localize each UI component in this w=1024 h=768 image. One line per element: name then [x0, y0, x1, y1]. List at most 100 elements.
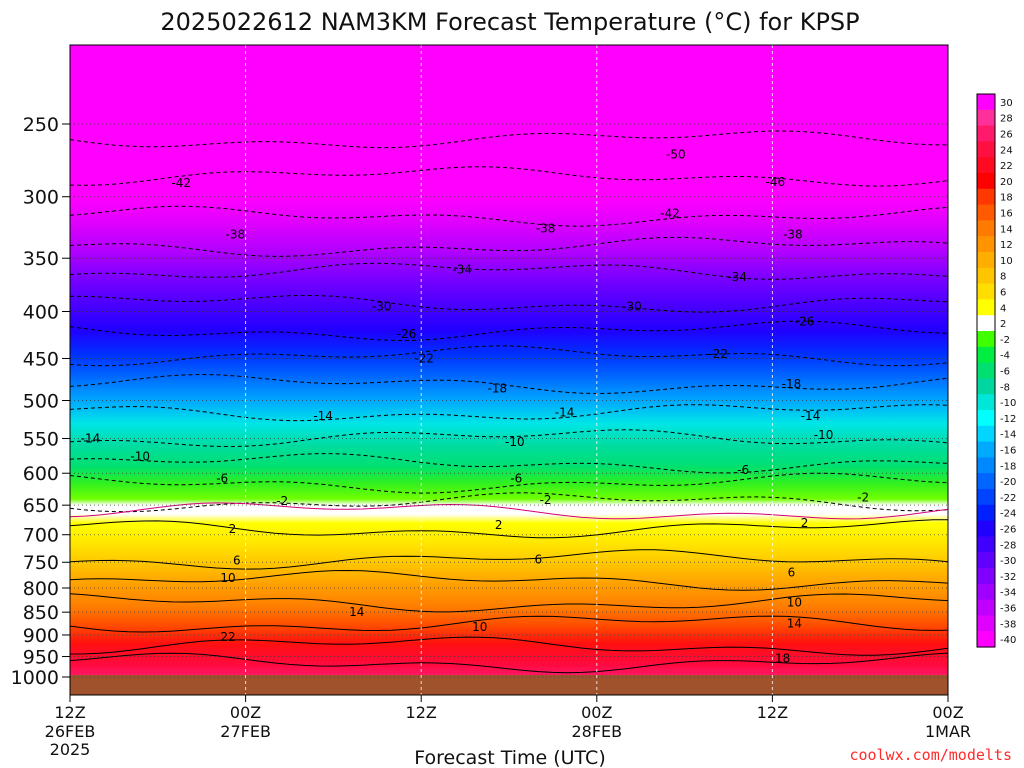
colorbar: 30 28 26 24 22 20 18 16 14 12 10 8 6 4 2 -2 -4 -6 -8 -10 -12…: [976, 93, 1016, 648]
x-tick-label: 12Z: [54, 703, 85, 722]
y-tick-label: 250: [23, 114, 59, 136]
contour-label-text: -10: [814, 428, 834, 442]
colorbar-swatch: [977, 331, 995, 348]
y-tick-label: 950: [23, 647, 59, 669]
contour-label-text: -14: [313, 409, 333, 423]
y-tick-label: 500: [23, 391, 59, 413]
contour-label: -22: [708, 347, 728, 361]
contour-label-text: -14: [555, 405, 575, 419]
contour-label-text: -34: [727, 270, 747, 284]
colorbar-swatch: [977, 173, 995, 190]
colorbar-label: -18: [1000, 461, 1016, 472]
isotherm-line: [70, 549, 948, 570]
y-tick-label: 800: [23, 578, 59, 600]
x-tick-label: 27FEB: [220, 722, 271, 741]
contour-label-text: 18: [775, 652, 790, 666]
isotherm-line: [70, 502, 948, 520]
y-tick-label: 1000: [11, 667, 59, 689]
colorbar-label: 30: [1000, 98, 1013, 109]
colorbar-swatch: [977, 204, 995, 221]
colorbar-swatch: [977, 157, 995, 174]
contour-label: -18: [782, 377, 802, 391]
colorbar-swatch: [977, 220, 995, 237]
colorbar-label: -36: [1000, 604, 1016, 615]
contour-label-text: -14: [81, 432, 101, 446]
colorbar-label: 22: [1000, 161, 1013, 172]
contour-labels: -50-46-42-42-38 -38 -38-34-34-30 -30-26-26-…: [81, 148, 869, 666]
contour-label: 22: [220, 630, 235, 644]
colorbar-swatch: [977, 252, 995, 269]
x-tick-label: 26FEB: [45, 722, 96, 741]
colorbar-swatch: [977, 236, 995, 253]
contour-label-text: 2: [229, 522, 237, 536]
contour-label-text: -30: [622, 299, 642, 313]
credit-text: coolwx.com/modelts: [849, 746, 1012, 764]
contour-label-text: -30: [372, 299, 392, 313]
colorbar-swatch: [977, 441, 995, 458]
colorbar-swatch: [977, 457, 995, 474]
colorbar-label: -4: [1000, 351, 1010, 362]
colorbar-swatch: [977, 267, 995, 285]
contour-label-text: -14: [801, 409, 821, 423]
contour-label: -18: [487, 381, 507, 395]
contour-label: -14: [555, 405, 575, 419]
contour-label-text: -50: [666, 148, 686, 162]
colorbar-swatch: [977, 568, 995, 585]
contour-label: 2: [229, 522, 237, 536]
colorbar-label: 12: [1000, 240, 1013, 251]
contour-label: 10: [472, 620, 487, 634]
colorbar-label: 4: [1000, 303, 1006, 314]
colorbar-frame: [976, 93, 996, 648]
contour-label-text: 22: [220, 630, 235, 644]
y-tick-label: 750: [23, 552, 59, 574]
temperature-bands: [70, 45, 948, 675]
contour-label: -26: [397, 327, 417, 341]
contour-label-text: -26: [397, 327, 417, 341]
colorbar-label: -12: [1000, 414, 1016, 425]
colorbar-label: -30: [1000, 556, 1016, 567]
colorbar-label: -26: [1000, 525, 1016, 536]
x-tick-label: 12Z: [406, 703, 437, 722]
contour-label: 6: [534, 553, 542, 567]
colorbar-swatch: [977, 536, 995, 553]
colorbar-label: -24: [1000, 509, 1016, 520]
y-tick-label: 600: [23, 463, 59, 485]
contour-label-text: -22: [414, 351, 434, 365]
contour-label: 6: [788, 566, 796, 580]
colorbar-swatch: [977, 109, 995, 127]
colorbar-label: -38: [1000, 619, 1016, 630]
contour-label-text: -2: [276, 494, 288, 508]
contour-label: -2: [857, 491, 869, 505]
contour-label: -46: [766, 175, 786, 189]
contour-label-text: 10: [787, 596, 802, 610]
colorbar-swatch: [977, 315, 995, 332]
colorbar-label: -34: [1000, 588, 1016, 599]
contour-label: 18: [775, 652, 790, 666]
colorbar-label: -22: [1000, 493, 1016, 504]
contour-label-text: 14: [787, 617, 802, 631]
contour-label-text: -38: [536, 222, 556, 236]
contour-label: -14: [313, 409, 333, 423]
colorbar-swatch: [977, 299, 995, 316]
contour-label-text: 6: [534, 553, 542, 567]
y-tick-label: 450: [23, 348, 59, 370]
contour-label-text: -2: [857, 491, 869, 505]
contour-label: -14: [81, 432, 101, 446]
colorbar-label: 10: [1000, 256, 1013, 267]
isotherm-line: [70, 652, 948, 674]
chart-title: 2025022612 NAM3KM Forecast Temperature (…: [160, 8, 859, 36]
y-tick-label: 350: [23, 248, 59, 270]
colorbar-label: -14: [1000, 430, 1016, 441]
contour-label: -2: [540, 493, 552, 507]
contour-label: -22: [414, 351, 434, 365]
ground-layer: [70, 675, 948, 695]
y-tick-label: 550: [23, 429, 59, 451]
colorbar-swatch: [977, 473, 995, 490]
contour-label: -6: [216, 472, 228, 486]
contour-label: -30: [622, 299, 642, 313]
contour-label: 6: [233, 554, 241, 568]
colorbar-swatch: [977, 346, 995, 364]
contour-label: -38: [783, 228, 803, 242]
